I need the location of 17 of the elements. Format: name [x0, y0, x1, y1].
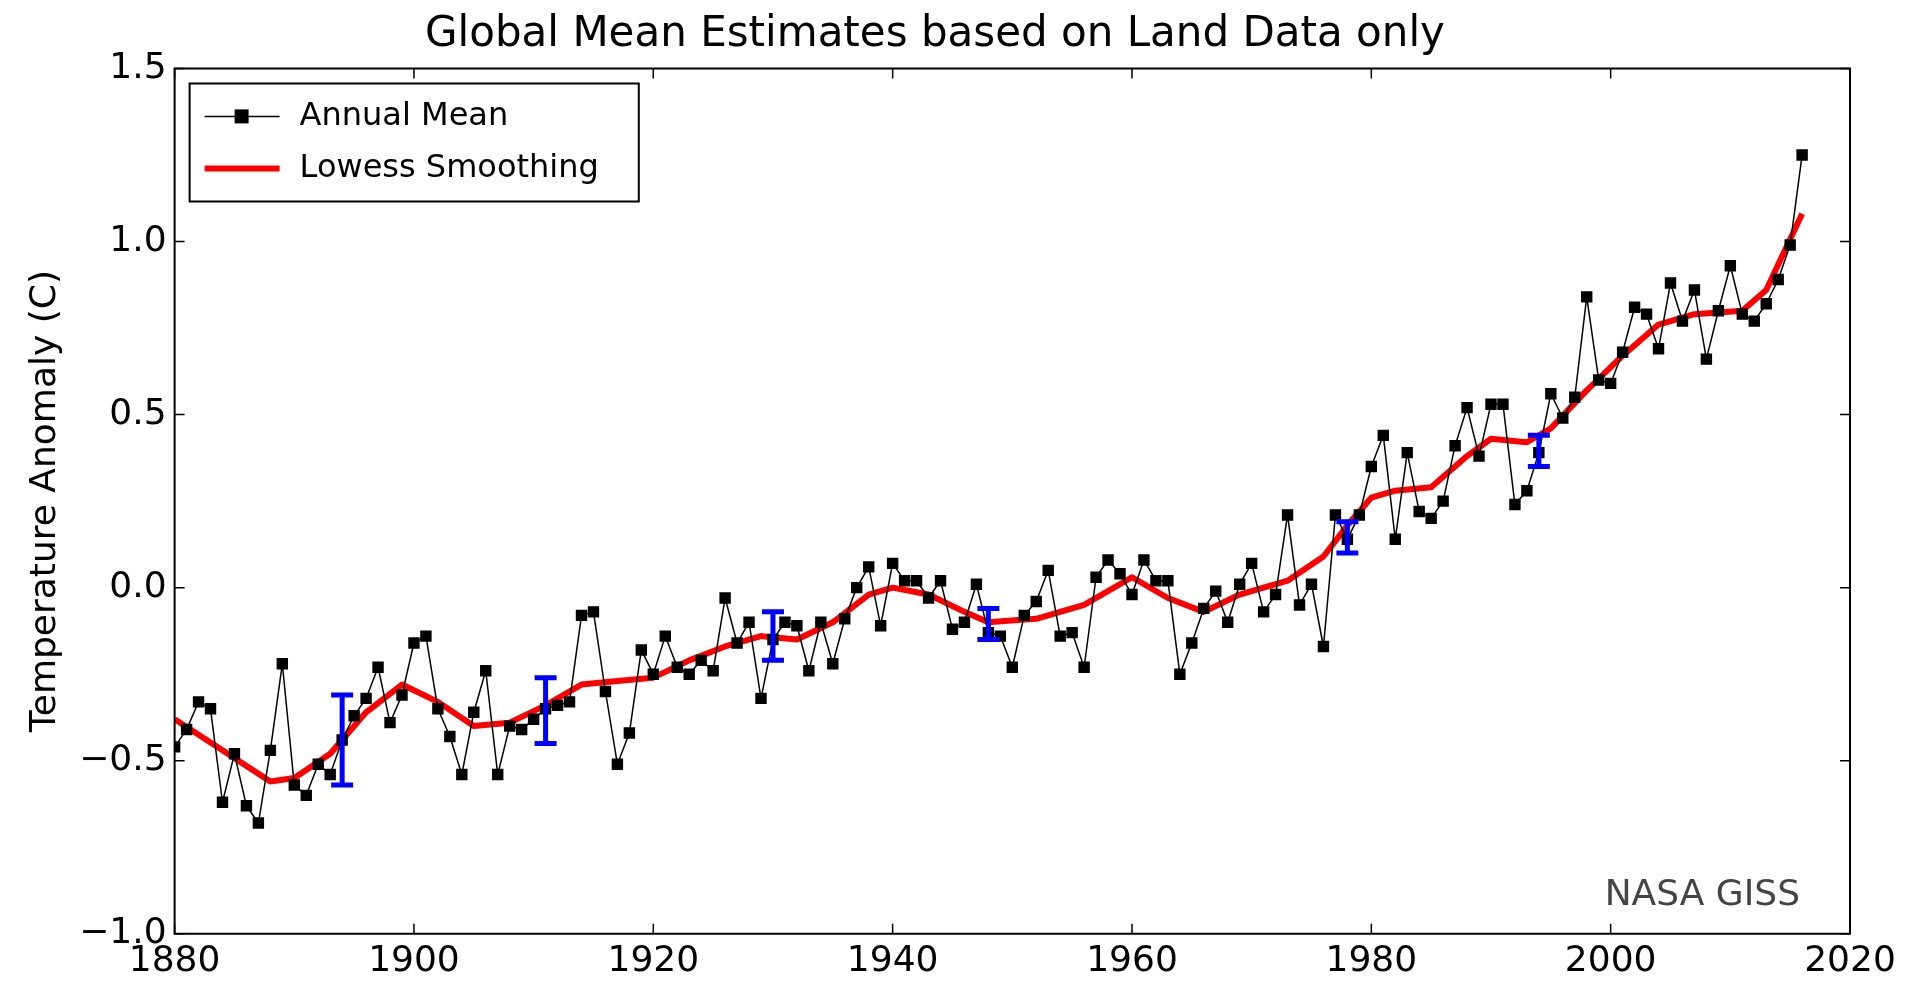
x-tick-label: 1940 [846, 937, 939, 979]
annotation: NASA GISS [1604, 872, 1800, 914]
x-tick-label: 1900 [368, 937, 460, 979]
y-tick-label: −0.5 [79, 737, 167, 779]
x-tick-label: 2020 [1804, 937, 1896, 979]
x-tick-label: 2000 [1564, 937, 1657, 979]
x-tick-label: 1960 [1086, 937, 1178, 979]
x-tick-label: 1980 [1325, 937, 1418, 979]
y-tick-label: 0.5 [109, 390, 167, 432]
legend-label: Lowess Smoothing [299, 146, 599, 185]
y-tick-label: 0.0 [109, 564, 167, 605]
legend-label: Annual Mean [299, 94, 509, 133]
y-tick-label: 1.5 [109, 44, 167, 86]
x-tick-label: 1920 [607, 937, 700, 979]
chart-title: Global Mean Estimates based on Land Data only [425, 7, 1445, 57]
y-axis-title: Temperature Anomaly (C) [21, 270, 63, 734]
y-tick-label: 1.0 [109, 217, 167, 259]
